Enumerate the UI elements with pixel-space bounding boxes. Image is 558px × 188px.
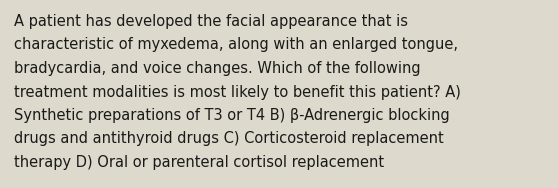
Text: treatment modalities is most likely to benefit this patient? A): treatment modalities is most likely to b… [14,84,461,99]
Text: drugs and antithyroid drugs C) Corticosteroid replacement: drugs and antithyroid drugs C) Corticost… [14,131,444,146]
Text: characteristic of myxedema, along with an enlarged tongue,: characteristic of myxedema, along with a… [14,37,458,52]
Text: Synthetic preparations of T3 or T4 B) β-Adrenergic blocking: Synthetic preparations of T3 or T4 B) β-… [14,108,450,123]
Text: therapy D) Oral or parenteral cortisol replacement: therapy D) Oral or parenteral cortisol r… [14,155,384,170]
Text: A patient has developed the facial appearance that is: A patient has developed the facial appea… [14,14,408,29]
Text: bradycardia, and voice changes. Which of the following: bradycardia, and voice changes. Which of… [14,61,421,76]
